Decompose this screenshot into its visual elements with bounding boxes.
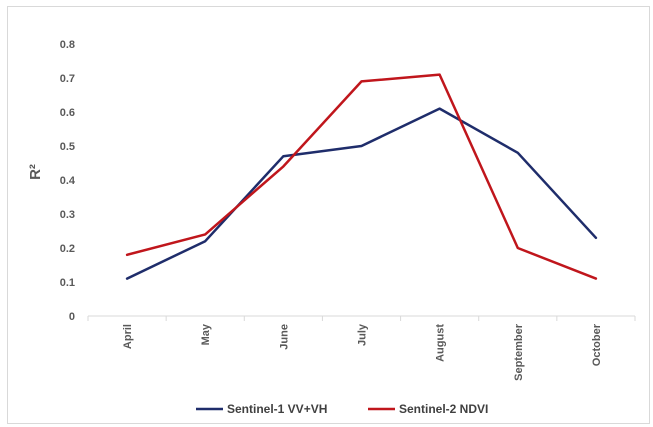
y-tick-label: 0.2 <box>60 243 75 255</box>
chart-frame <box>7 6 650 424</box>
x-tick-labels: April May June July August September October <box>122 323 603 381</box>
y-tick-label: 0 <box>69 311 75 323</box>
y-tick-labels: 0 0.1 0.2 0.3 0.4 0.5 0.6 0.7 0.8 <box>60 39 76 323</box>
x-tick-label: September <box>513 323 525 381</box>
y-tick-label: 0.4 <box>60 175 76 187</box>
y-tick-label: 0.6 <box>60 107 75 119</box>
legend-label: Sentinel-2 NDVI <box>399 402 488 416</box>
series-lines <box>125 73 598 280</box>
legend: Sentinel-1 VV+VH Sentinel-2 NDVI <box>196 402 488 416</box>
x-tick-label: July <box>357 323 369 346</box>
y-tick-label: 0.8 <box>60 39 75 51</box>
series-line <box>125 107 598 280</box>
y-axis-title: R² <box>27 164 44 180</box>
legend-label: Sentinel-1 VV+VH <box>227 402 327 416</box>
x-tick-label: May <box>200 323 212 345</box>
y-tick-label: 0.3 <box>60 209 75 221</box>
x-tick-marks <box>87 316 636 321</box>
x-tick-label: June <box>278 324 290 350</box>
y-tick-label: 0.7 <box>60 73 75 85</box>
x-tick-label: April <box>122 324 134 349</box>
y-tick-label: 0.1 <box>60 277 75 289</box>
x-tick-label: August <box>435 324 447 362</box>
y-tick-label: 0.5 <box>60 141 75 153</box>
x-tick-label: October <box>591 323 603 366</box>
series-line <box>125 73 598 280</box>
